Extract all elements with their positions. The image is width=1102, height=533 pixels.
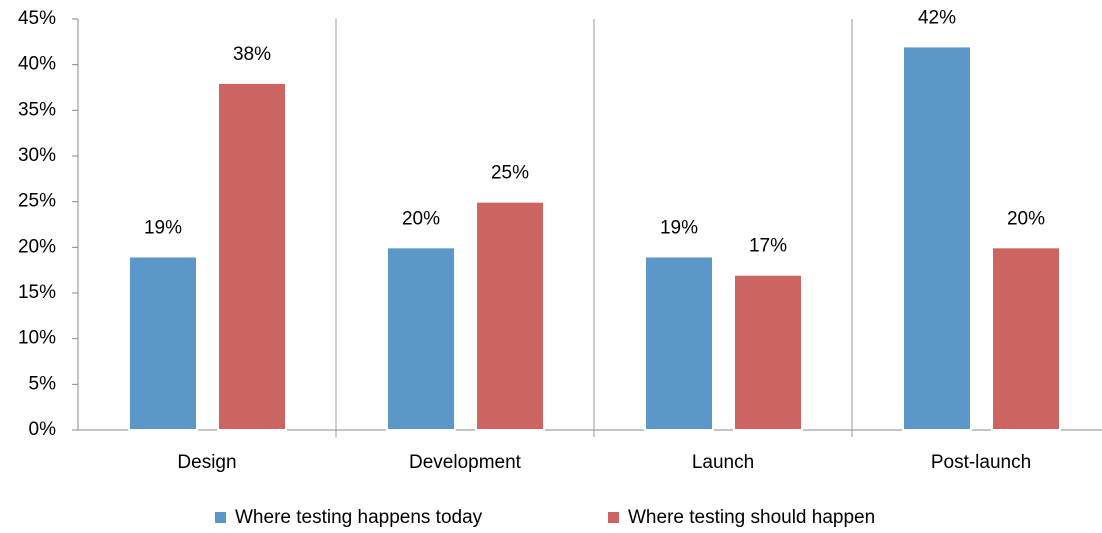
bar (902, 45, 972, 432)
y-tick-label: 15% (18, 282, 56, 303)
bar (475, 200, 545, 431)
x-tick-label: Launch (692, 452, 754, 473)
data-label: 38% (233, 44, 271, 65)
y-tick-label: 35% (18, 99, 56, 120)
data-label: 17% (749, 236, 787, 257)
data-label: 19% (144, 217, 182, 238)
data-label: 19% (660, 217, 698, 238)
bar (733, 273, 803, 431)
legend-swatch (608, 512, 619, 523)
data-label: 42% (918, 7, 956, 28)
legend-label: Where testing happens today (235, 507, 483, 528)
x-tick-label: Post-launch (931, 452, 1031, 473)
y-tick-label: 45% (18, 8, 56, 29)
x-tick-label: Development (409, 452, 522, 473)
bar (128, 255, 198, 432)
data-label: 20% (1007, 208, 1045, 229)
y-tick-label: 20% (18, 236, 56, 257)
bar (644, 255, 714, 432)
data-label: 25% (491, 163, 529, 184)
y-tick-label: 30% (18, 145, 56, 166)
bar (991, 246, 1061, 431)
legend-label: Where testing should happen (628, 507, 875, 528)
y-tick-label: 10% (18, 328, 56, 349)
y-tick-label: 5% (29, 373, 57, 394)
x-tick-label: Design (177, 452, 236, 473)
y-tick-label: 40% (18, 54, 56, 75)
bar (217, 81, 287, 432)
data-label: 20% (402, 208, 440, 229)
y-tick-label: 25% (18, 191, 56, 212)
bar (386, 246, 456, 431)
y-tick-label: 0% (29, 419, 57, 440)
legend-swatch (215, 512, 226, 523)
